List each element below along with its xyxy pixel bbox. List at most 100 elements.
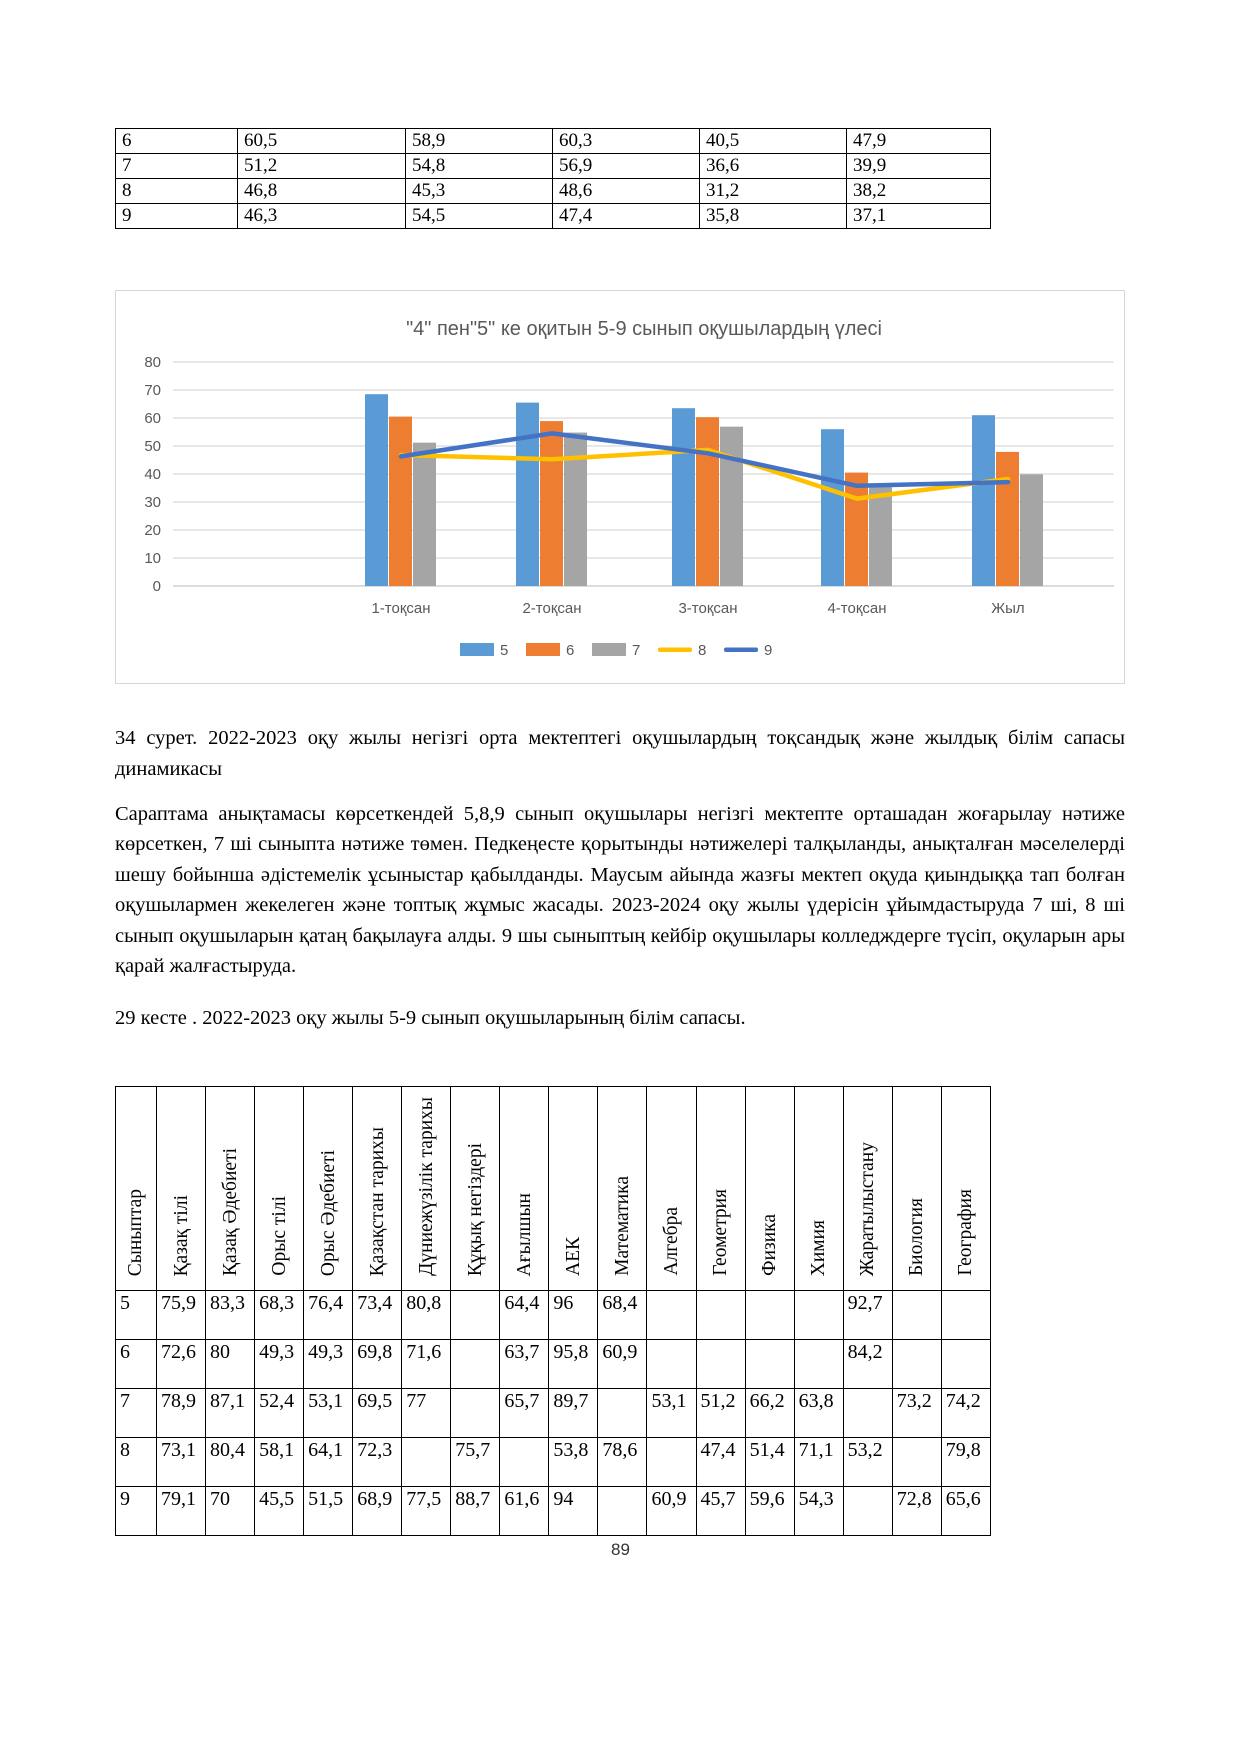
svg-text:40: 40 [144,466,161,483]
table-cell: 9 [115,203,238,229]
table-cell: 49,3 [303,1339,354,1389]
table-cell [744,1339,795,1389]
table-cell: 78,6 [597,1437,648,1487]
table-row: 6 72,6 80 49,3 49,3 69,8 71,6 63,7 95,8 60,9 84,2 [115,1339,992,1389]
table-cell: Физика [744,1086,795,1291]
analysis-paragraph: Сараптама анықтамасы көрсеткендей 5,8,9 … [115,802,1125,978]
table-cell: Қазақ тілі [155,1086,207,1291]
table-cell: 80,8 [401,1290,452,1340]
table-cell: Алгебра [646,1086,697,1291]
table-cell: Орыс Әдебиеті [303,1086,354,1291]
table-cell: 6 [115,1339,157,1389]
svg-text:3-тоқсан: 3-тоқсан [678,600,737,617]
svg-text:10: 10 [144,550,161,567]
table-cell: 63,8 [793,1388,844,1438]
table-row: 8 73,1 80,4 58,1 64,1 72,3 75,7 53,8 78,6 47,4 51,… [115,1437,992,1487]
table-cell: 87,1 [205,1388,256,1438]
table-cell: 63,7 [499,1339,550,1389]
table-cell: 68,9 [352,1486,403,1536]
table-cell [597,1486,648,1536]
table-cell [793,1339,844,1389]
table-cell: Қазақ Әдебиеті [205,1086,256,1291]
table-cell: 79,8 [940,1437,992,1487]
table-cell: Ағылшын [499,1086,550,1291]
table-row: 5 75,9 83,3 68,3 76,4 73,4 80,8 64,4 96 68,4 92,7 [115,1290,992,1340]
table-cell: 53,1 [646,1388,697,1438]
svg-text:2-тоқсан: 2-тоқсан [522,600,581,617]
table-cell: Жаратылыстану [842,1086,893,1291]
table-cell: 60,9 [597,1339,648,1389]
table-caption: 29 кесте . 2022-2023 оқу жылы 5-9 сынып … [115,1006,746,1029]
table-cell [499,1437,550,1487]
subjects-header-row: Сыныптар Қазақ тілі Қазақ Әдебиеті Орыс тіл… [115,1086,992,1291]
table-cell: АЕК [548,1086,599,1291]
table-cell: 65,6 [940,1486,992,1536]
table-cell [695,1290,746,1340]
table-cell: 68,3 [254,1290,305,1340]
table-cell: 51,2 [695,1388,746,1438]
table-cell: Құқық негіздері [450,1086,501,1291]
table-cell: 51,2 [237,153,406,179]
table-cell: 47,4 [552,203,700,229]
subjects-table-body: 5 75,9 83,3 68,3 76,4 73,4 80,8 64,4 96 68,4 92,7 6… [115,1290,992,1536]
table-cell: 37,1 [846,203,991,229]
table-cell: 47,9 [846,128,991,154]
table-cell: 6 [115,128,238,154]
table-cell: 83,3 [205,1290,256,1340]
table-cell: 9 [115,1486,157,1536]
table-cell: 56,9 [552,153,700,179]
table-cell: 53,1 [303,1388,354,1438]
table-cell: 88,7 [450,1486,501,1536]
table-row: 8 46,8 45,3 48,6 31,2 38,2 [115,178,991,204]
column-header-label: Орыс тілі [268,1196,290,1276]
table-cell: 77,5 [401,1486,452,1536]
svg-text:1-тоқсан: 1-тоқсан [371,600,430,617]
svg-text:20: 20 [144,522,161,539]
subjects-table: Сыныптар Қазақ тілі Қазақ Әдебиеті Орыс тіл… [115,1086,992,1536]
table-cell: 45,3 [405,178,553,204]
table-cell [450,1290,501,1340]
table-cell: 54,3 [793,1486,844,1536]
svg-text:0: 0 [153,578,161,595]
column-header-label: Физика [759,1214,781,1276]
table-cell: 47,4 [695,1437,746,1487]
table-cell: 72,3 [352,1437,403,1487]
column-header-label: Дүниежүзілік тарихы [415,1097,437,1276]
table-cell [793,1290,844,1340]
table-cell: 71,6 [401,1339,452,1389]
table-cell [450,1339,501,1389]
table-cell: 60,3 [552,128,700,154]
table-cell: 72,6 [155,1339,207,1389]
column-header-label: Сыныптар [125,1188,147,1276]
svg-text:30: 30 [144,494,161,511]
table-cell: 5 [115,1290,157,1340]
table-cell [646,1290,697,1340]
table-cell: 60,5 [237,128,406,154]
table-cell [891,1290,942,1340]
column-header-label: Ағылшын [513,1192,535,1276]
table-cell: Биология [891,1086,942,1291]
table-cell: 61,6 [499,1486,550,1536]
table-cell: 75,9 [155,1290,207,1340]
column-header-label: География [955,1189,977,1276]
table-cell: 40,5 [699,128,847,154]
table-cell: 39,9 [846,153,991,179]
table-cell: 53,2 [842,1437,893,1487]
svg-text:Жыл: Жыл [991,600,1024,617]
table-cell: 70 [205,1486,256,1536]
table-cell: 8 [115,178,238,204]
table-cell: 49,3 [254,1339,305,1389]
table-cell: 77 [401,1388,452,1438]
table-row: 7 78,9 87,1 52,4 53,1 69,5 77 65,7 89,7 53,1 51,2 6… [115,1388,992,1438]
svg-text:70: 70 [144,382,161,399]
svg-text:8: 8 [698,642,706,659]
table-cell: 45,7 [695,1486,746,1536]
table-cell: 58,9 [405,128,553,154]
table-cell: 71,1 [793,1437,844,1487]
column-header-label: Орыс Әдебиеті [317,1149,339,1276]
svg-text:9: 9 [764,642,772,659]
svg-text:80: 80 [144,354,161,371]
column-header-label: Математика [611,1176,633,1276]
table-cell: 7 [115,153,238,179]
